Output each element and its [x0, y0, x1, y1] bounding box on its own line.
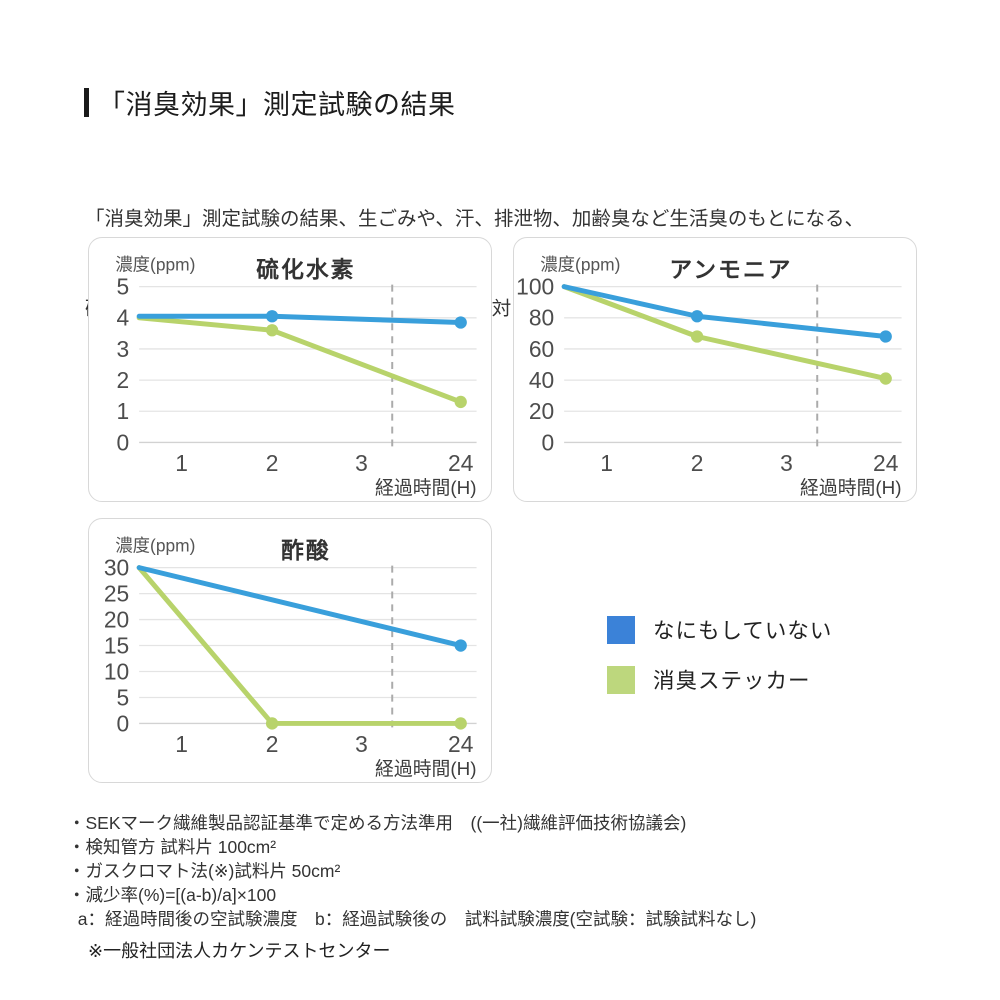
- data-point: [879, 330, 892, 343]
- footnotes: ・SEKマーク繊維製品認証基準で定める方法準用 ((一社)繊維評価技術協議会) …: [68, 811, 756, 931]
- footnote-gas-chromatography: ・ガスクロマト法(※)試料片 50cm²: [68, 861, 341, 881]
- x-tick-label: 1: [600, 450, 613, 476]
- legend-label-sticker: 消臭ステッカー: [653, 669, 811, 693]
- data-point: [690, 330, 704, 343]
- series-line: [136, 565, 464, 649]
- data-point: [265, 310, 279, 323]
- data-point: [454, 316, 467, 329]
- x-tick-label: 24: [448, 450, 474, 476]
- chart-card-hydrogen-sulfide: 0 1 2 3 4 5 1 2 3 24 硫化水素 濃度(ppm) 経過時間(H): [88, 237, 492, 502]
- footnote-detector-tube: ・検知管方 試料片 100cm²: [68, 837, 277, 857]
- y-tick-label: 5: [117, 274, 130, 300]
- footnote-reduction-formula: ・減少率(%)=[(a-b)/a]×100: [68, 885, 277, 905]
- series-line: [561, 284, 889, 339]
- page-title: 「消臭効果」測定試験の結果: [98, 90, 456, 120]
- legend-item-untreated: なにもしていない: [607, 614, 832, 645]
- chart-xlabel: 経過時間(H): [375, 758, 477, 779]
- y-tick-label: 0: [117, 710, 130, 736]
- x-tick-label: 2: [266, 450, 279, 476]
- title-accent-bar: [84, 88, 89, 117]
- data-point: [454, 717, 467, 730]
- chart-ylabel: 濃度(ppm): [115, 255, 195, 275]
- y-tick-label: 2: [117, 367, 130, 393]
- y-tick-label: 20: [104, 607, 129, 633]
- chart-ammonia: 0 20 40 60 80 100 1 2 3 24 アンモニア 濃度(ppm) 経過時間(H): [516, 255, 902, 498]
- y-tick-label: 5: [117, 684, 130, 710]
- y-tick-label: 30: [104, 555, 129, 581]
- chart-title: アンモニア: [669, 257, 792, 283]
- y-tick-label: 0: [542, 429, 555, 455]
- y-tick-label: 1: [117, 398, 130, 424]
- intro-line-1: 「消臭効果」測定試験の結果、生ごみや、汗、排泄物、加齢臭など生活臭のもとになる、: [85, 208, 865, 230]
- y-tick-label: 100: [516, 274, 554, 300]
- x-tick-label: 2: [691, 450, 704, 476]
- chart-title: 酢酸: [281, 538, 331, 564]
- chart-card-acetic-acid: 0 5 10 15 20 25 30 1 2 3 24 酢酸 濃度(ppm) 経過時間(H): [88, 518, 492, 783]
- series-line: [136, 315, 464, 405]
- y-tick-label: 20: [529, 398, 554, 424]
- chart-ylabel: 濃度(ppm): [115, 536, 195, 556]
- x-tick-label: 2: [266, 731, 279, 757]
- y-tick-label: 25: [104, 581, 129, 607]
- test-center-note: ※一般社団法人カケンテストセンター: [88, 941, 391, 961]
- x-tick-label: 1: [175, 450, 188, 476]
- footnote-formula-definitions: a：経過時間後の空試験濃度 b：経過試験後の 試料試験濃度(空試験：試験試料なし…: [68, 909, 757, 929]
- chart-legend: なにもしていない 消臭ステッカー: [607, 614, 832, 714]
- legend-swatch-green: [607, 665, 635, 694]
- legend-item-sticker: 消臭ステッカー: [607, 664, 832, 695]
- chart-card-ammonia: 0 20 40 60 80 100 1 2 3 24 アンモニア 濃度(ppm) 経過時間(H): [513, 237, 917, 502]
- y-tick-label: 4: [117, 305, 130, 331]
- chart-xlabel: 経過時間(H): [800, 477, 902, 498]
- y-tick-label: 10: [104, 658, 129, 684]
- data-point: [690, 310, 704, 323]
- footnote-method: ・SEKマーク繊維製品認証基準で定める方法準用 ((一社)繊維評価技術協議会): [68, 813, 687, 833]
- chart-title: 硫化水素: [256, 257, 355, 283]
- x-tick-label: 3: [355, 731, 368, 757]
- y-tick-label: 80: [529, 305, 554, 331]
- x-tick-label: 24: [448, 731, 474, 757]
- y-tick-label: 0: [117, 429, 130, 455]
- x-tick-label: 24: [873, 450, 899, 476]
- legend-label-untreated: なにもしていない: [653, 619, 833, 643]
- data-point: [265, 717, 279, 730]
- y-tick-label: 3: [117, 336, 130, 362]
- chart-hydrogen-sulfide: 0 1 2 3 4 5 1 2 3 24 硫化水素 濃度(ppm) 経過時間(H): [115, 255, 477, 498]
- data-point: [265, 324, 279, 337]
- data-point: [454, 639, 467, 652]
- data-point: [879, 372, 892, 385]
- y-tick-label: 60: [529, 336, 554, 362]
- chart-xlabel: 経過時間(H): [375, 477, 477, 498]
- x-tick-label: 3: [355, 450, 368, 476]
- page-header: 「消臭効果」測定試験の結果: [84, 83, 456, 122]
- legend-swatch-blue: [607, 615, 635, 644]
- x-tick-label: 3: [780, 450, 793, 476]
- chart-ylabel: 濃度(ppm): [540, 255, 620, 275]
- data-point: [454, 395, 467, 409]
- x-tick-label: 1: [175, 731, 188, 757]
- y-tick-label: 40: [529, 367, 554, 393]
- y-tick-label: 15: [104, 632, 129, 658]
